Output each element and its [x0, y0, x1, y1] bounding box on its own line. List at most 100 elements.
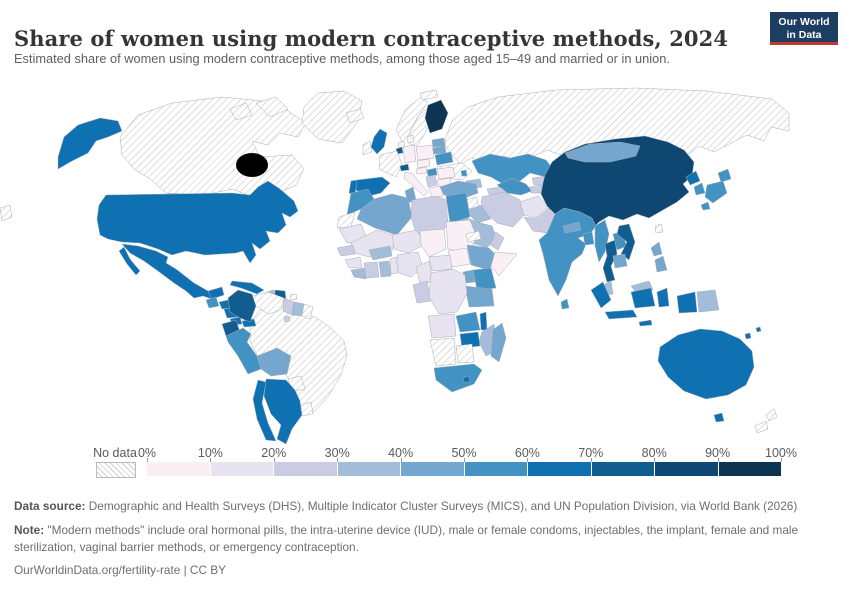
country-central-african-republic[interactable]: [428, 254, 453, 272]
country-tanzania[interactable]: [464, 285, 495, 308]
country-trinidad[interactable]: [283, 315, 291, 323]
country-iran[interactable]: [480, 191, 525, 228]
country-mongolia[interactable]: [564, 141, 641, 163]
country-philippines-luzon[interactable]: [650, 241, 663, 257]
country-fiji[interactable]: [744, 332, 752, 340]
country-sri-lanka[interactable]: [560, 298, 570, 310]
country-estonia[interactable]: [431, 137, 446, 148]
country-liberia[interactable]: [350, 267, 367, 280]
country-vanuatu[interactable]: [755, 326, 762, 333]
country-senegal[interactable]: [336, 244, 356, 257]
country-united-kingdom[interactable]: [370, 128, 388, 155]
country-cambodia[interactable]: [612, 253, 628, 269]
country-somalia[interactable]: [490, 251, 518, 277]
country-new-zealand-south[interactable]: [754, 420, 769, 434]
country-ghana[interactable]: [378, 260, 392, 278]
country-puerto-rico[interactable]: [289, 293, 298, 301]
country-hungary[interactable]: [426, 167, 438, 177]
country-nepal[interactable]: [562, 221, 582, 234]
country-indonesia-papua[interactable]: [676, 291, 698, 314]
country-germany[interactable]: [402, 144, 417, 164]
no-data-swatch[interactable]: [96, 462, 136, 478]
country-japan-hokkaido[interactable]: [717, 168, 732, 183]
country-french-guiana[interactable]: [301, 303, 314, 320]
country-argentina[interactable]: [263, 378, 303, 445]
country-belarus[interactable]: [434, 151, 454, 166]
country-kenya[interactable]: [472, 267, 497, 291]
country-egypt[interactable]: [445, 192, 471, 224]
country-italy[interactable]: [403, 171, 429, 197]
country-iceland[interactable]: [345, 108, 365, 124]
legend-band-swatch[interactable]: [718, 462, 781, 476]
legend-band-swatch[interactable]: [337, 462, 401, 476]
country-united-states[interactable]: [96, 180, 299, 264]
country-malawi[interactable]: [479, 311, 488, 331]
country-latvia[interactable]: [432, 145, 447, 155]
country-indonesia-sumatra[interactable]: [590, 281, 612, 309]
country-australia[interactable]: [657, 328, 755, 400]
country-iraq[interactable]: [465, 204, 492, 224]
country-japan-honshu[interactable]: [704, 180, 728, 204]
country-afghanistan[interactable]: [519, 195, 549, 219]
legend-band-swatch[interactable]: [210, 462, 274, 476]
country-north-korea[interactable]: [685, 170, 701, 186]
country-tasmania[interactable]: [713, 412, 725, 423]
owid-logo[interactable]: Our World in Data: [770, 12, 838, 45]
country-finland[interactable]: [424, 99, 449, 134]
country-papua-new-guinea[interactable]: [696, 289, 720, 313]
country-switzerland[interactable]: [399, 163, 410, 172]
attribution-line[interactable]: OurWorldinData.org/fertility-rate | CC B…: [14, 563, 226, 578]
country-netherlands[interactable]: [397, 140, 406, 149]
country-south-africa[interactable]: [433, 363, 483, 393]
country-namibia[interactable]: [429, 337, 457, 367]
country-bangladesh[interactable]: [582, 231, 595, 246]
country-japan-kyushu[interactable]: [700, 201, 711, 211]
country-canada-victoria[interactable]: [229, 102, 253, 121]
legend-band-swatch[interactable]: [274, 462, 338, 476]
country-south-korea[interactable]: [693, 182, 706, 196]
legend-scale-segments[interactable]: [147, 462, 781, 476]
country-greece[interactable]: [428, 185, 444, 199]
country-romania[interactable]: [436, 166, 456, 180]
country-mexico-baja[interactable]: [118, 246, 141, 276]
country-congo[interactable]: [412, 280, 432, 304]
country-serbia[interactable]: [425, 174, 438, 188]
country-indonesia-kalimantan[interactable]: [630, 287, 656, 309]
country-moldova[interactable]: [460, 169, 468, 177]
legend-band-swatch[interactable]: [655, 462, 719, 476]
country-niger[interactable]: [391, 229, 427, 254]
world-map[interactable]: [0, 85, 850, 447]
country-botswana[interactable]: [455, 343, 475, 364]
country-oman[interactable]: [489, 231, 505, 251]
country-indonesia-lesser-sunda[interactable]: [638, 319, 653, 327]
country-guatemala[interactable]: [205, 296, 220, 309]
country-indonesia-sulawesi[interactable]: [656, 287, 670, 308]
country-france[interactable]: [378, 150, 403, 178]
country-cote-divoire[interactable]: [363, 261, 380, 279]
country-dr-congo[interactable]: [428, 268, 468, 315]
country-tajikistan[interactable]: [529, 184, 543, 194]
country-bolivia[interactable]: [256, 347, 292, 377]
country-indonesia-java[interactable]: [604, 309, 638, 320]
country-eritrea[interactable]: [465, 230, 482, 243]
country-madagascar[interactable]: [490, 322, 507, 363]
legend-band-swatch[interactable]: [464, 462, 528, 476]
country-myanmar[interactable]: [594, 219, 610, 263]
country-norway[interactable]: [395, 97, 429, 143]
country-mexico-yucatan[interactable]: [207, 286, 225, 300]
country-turkey[interactable]: [439, 180, 479, 200]
country-new-zealand-north[interactable]: [765, 408, 778, 422]
country-denmark[interactable]: [406, 134, 415, 144]
country-alaska[interactable]: [57, 117, 123, 170]
country-chad[interactable]: [419, 228, 447, 258]
country-zambia[interactable]: [455, 311, 481, 333]
legend-band-swatch[interactable]: [528, 462, 592, 476]
country-burkina-faso[interactable]: [368, 245, 393, 261]
country-ireland[interactable]: [362, 140, 373, 156]
country-philippines-mindanao[interactable]: [654, 255, 668, 273]
legend-band-swatch[interactable]: [147, 462, 211, 476]
legend-band-swatch[interactable]: [591, 462, 655, 476]
country-taiwan[interactable]: [654, 223, 664, 234]
country-austria[interactable]: [415, 166, 428, 175]
country-poland[interactable]: [415, 144, 435, 161]
